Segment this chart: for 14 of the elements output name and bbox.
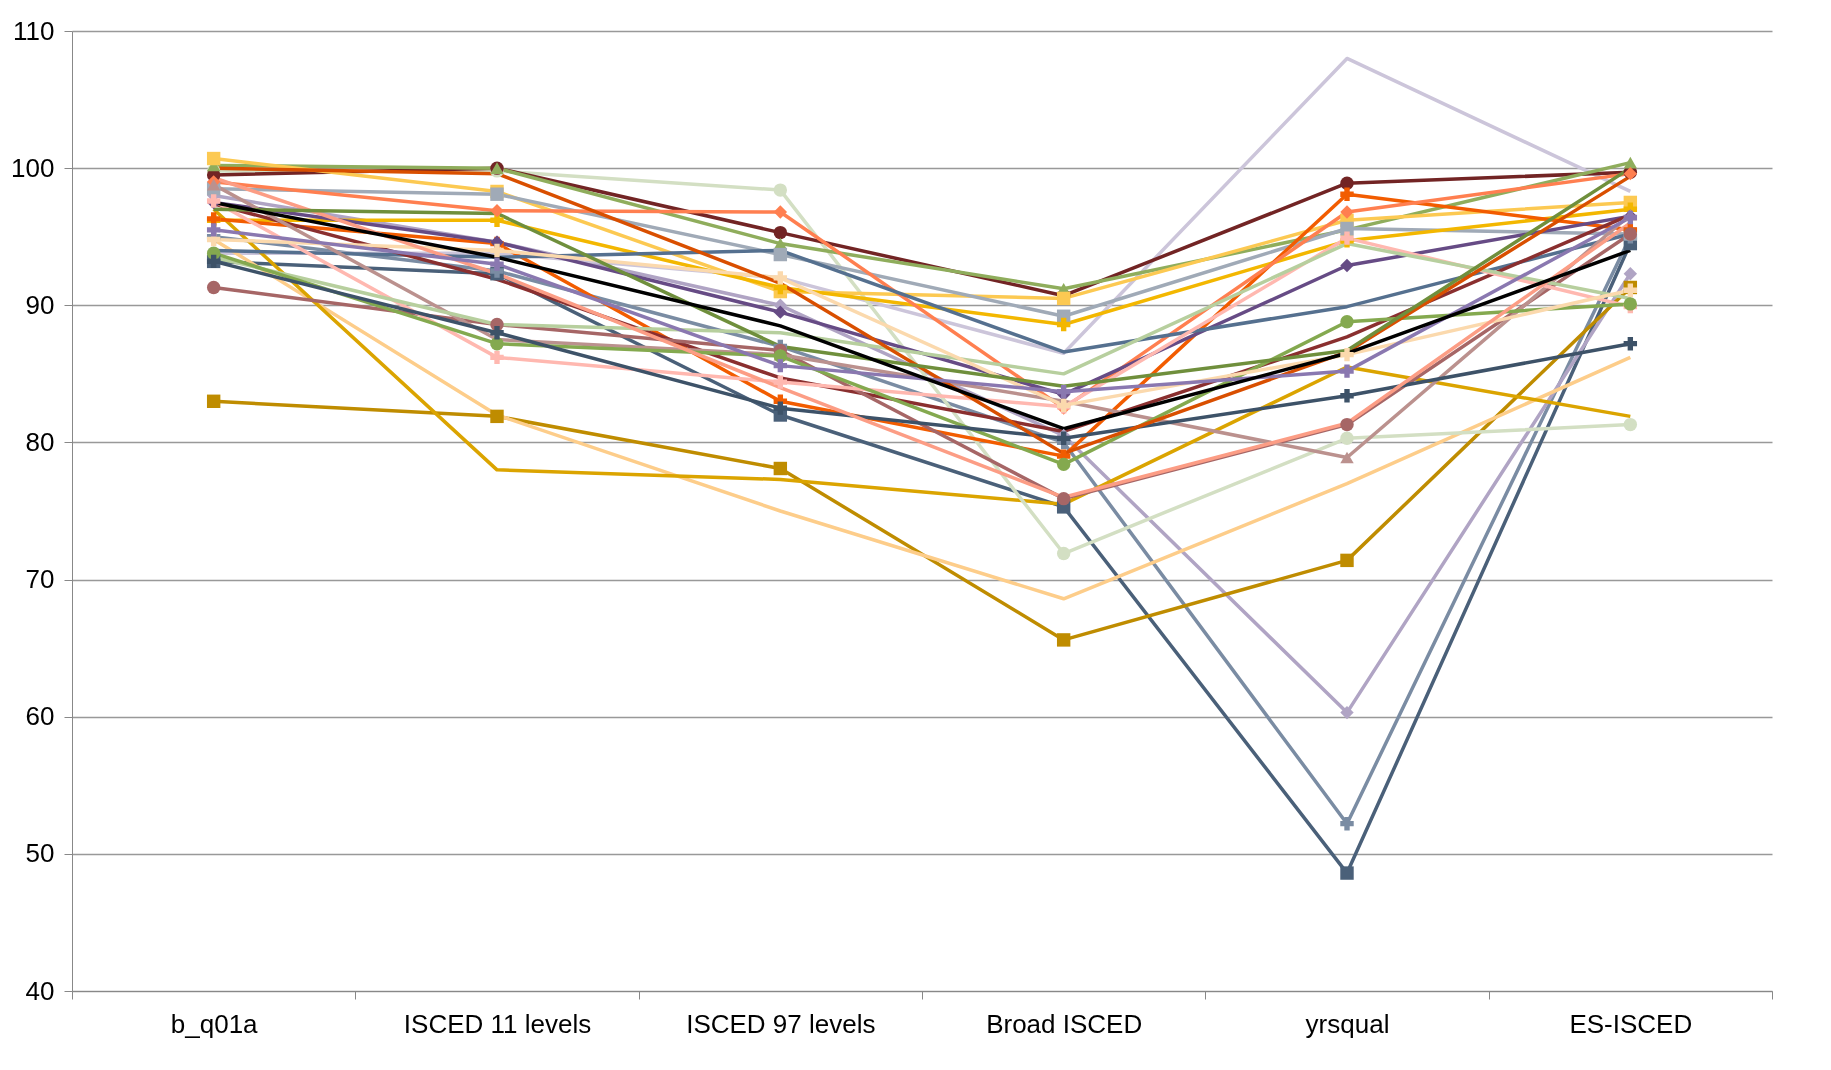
y-tick-label: 90 (25, 289, 55, 320)
y-tick-label: 110 (13, 15, 55, 46)
x-tick-label: ISCED 97 levels (686, 1008, 876, 1039)
x-tick-label: Broad ISCED (986, 1008, 1143, 1039)
y-tick-label: 50 (25, 838, 55, 869)
x-tick-label: ISCED 11 levels (403, 1008, 592, 1039)
y-tick-label: 40 (25, 975, 55, 1006)
x-tick-label: yrsqual (1305, 1008, 1390, 1039)
y-tick-label: 70 (25, 564, 55, 595)
y-tick-label: 100 (11, 152, 55, 183)
y-tick-label: 60 (25, 701, 55, 732)
x-tick-label: b_q01a (170, 1008, 259, 1039)
x-tick-label: ES-ISCED (1569, 1008, 1693, 1039)
y-tick-label: 80 (25, 426, 55, 457)
